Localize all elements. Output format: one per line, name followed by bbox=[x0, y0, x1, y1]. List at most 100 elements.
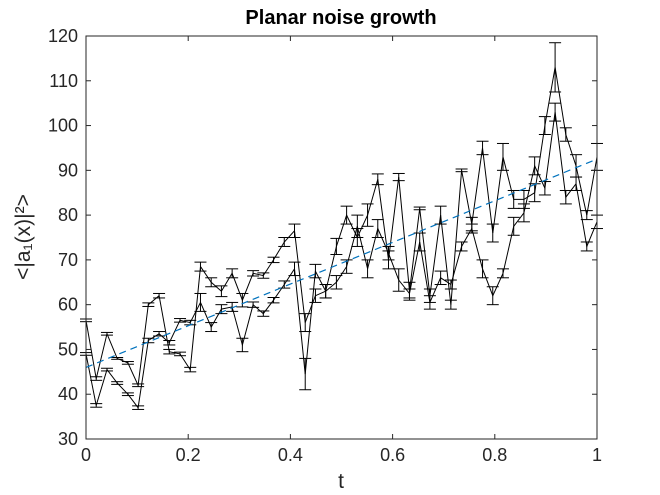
error-bar bbox=[528, 156, 541, 176]
chart-title: Planar noise growth bbox=[245, 7, 436, 29]
x-tick-label: 0.4 bbox=[278, 445, 303, 465]
error-bar bbox=[382, 245, 395, 261]
error-bar bbox=[444, 279, 457, 290]
error-bar bbox=[247, 301, 260, 308]
error-bar bbox=[340, 205, 353, 225]
error-bar bbox=[90, 376, 103, 381]
error-bar bbox=[465, 223, 478, 234]
error-bar bbox=[476, 259, 489, 279]
y-tick-label: 30 bbox=[58, 429, 78, 449]
error-bar bbox=[299, 357, 312, 391]
series-1 bbox=[80, 42, 603, 388]
error-bar bbox=[496, 268, 509, 279]
error-bar bbox=[309, 288, 322, 303]
y-tick-label: 120 bbox=[48, 26, 78, 46]
error-bar bbox=[236, 292, 249, 308]
error-bar bbox=[226, 301, 239, 312]
error-bar bbox=[100, 367, 113, 372]
error-bar bbox=[580, 210, 593, 221]
error-bar bbox=[371, 219, 384, 238]
error-bar bbox=[340, 259, 353, 274]
plot-area bbox=[80, 42, 603, 410]
error-bar bbox=[257, 272, 270, 279]
x-axis-label: t bbox=[338, 470, 344, 493]
error-bar bbox=[351, 214, 364, 238]
error-bar bbox=[434, 270, 447, 286]
error-bar bbox=[153, 331, 166, 337]
error-bar bbox=[194, 292, 207, 312]
error-bar bbox=[215, 285, 228, 298]
error-bar bbox=[278, 237, 291, 247]
error-bar bbox=[111, 381, 124, 385]
error-bar bbox=[111, 357, 124, 360]
error-bar bbox=[538, 181, 551, 196]
axis-ticks: 0 0.2 0.4 0.6 0.8 1 30 40 50 60 70 80 90 100 110 120 bbox=[48, 26, 602, 465]
x-tick-label: 0.8 bbox=[482, 445, 507, 465]
axes-box bbox=[85, 35, 598, 440]
error-bar bbox=[100, 331, 113, 336]
error-bar bbox=[559, 127, 572, 142]
x-tick-label: 0 bbox=[81, 445, 91, 465]
error-bar bbox=[121, 392, 134, 397]
series-line bbox=[85, 112, 598, 409]
error-bar bbox=[142, 337, 155, 344]
error-bar bbox=[580, 241, 593, 252]
error-bar bbox=[538, 116, 551, 136]
error-bar bbox=[153, 292, 166, 299]
error-bar bbox=[413, 206, 426, 211]
error-bar bbox=[257, 310, 270, 317]
error-bar bbox=[236, 337, 249, 353]
error-bar bbox=[319, 284, 332, 299]
error-bar bbox=[90, 403, 103, 408]
error-bar bbox=[392, 268, 405, 292]
error-bar bbox=[549, 42, 562, 93]
error-bar bbox=[330, 237, 343, 256]
y-tick-label: 50 bbox=[58, 339, 78, 359]
y-tick-label: 60 bbox=[58, 295, 78, 315]
error-bar bbox=[174, 318, 187, 323]
error-bar bbox=[507, 216, 520, 236]
error-bar bbox=[455, 241, 468, 252]
error-bar bbox=[371, 173, 384, 186]
error-bar bbox=[247, 270, 260, 277]
error-bar bbox=[361, 259, 374, 279]
y-tick-label: 110 bbox=[49, 71, 78, 91]
x-tick-label: 0.2 bbox=[176, 445, 201, 465]
error-bar bbox=[361, 203, 374, 227]
error-bar bbox=[423, 295, 436, 310]
error-bar bbox=[205, 277, 218, 288]
error-bar bbox=[392, 172, 405, 182]
y-tick-label: 80 bbox=[58, 205, 78, 225]
y-axis-label: <|a₁(x)|²> bbox=[12, 194, 35, 280]
error-bar bbox=[288, 223, 301, 238]
error-bar bbox=[267, 256, 280, 264]
error-bar bbox=[444, 299, 457, 310]
error-bar bbox=[455, 168, 468, 173]
series-3 bbox=[85, 158, 598, 368]
error-bar bbox=[559, 189, 572, 205]
error-bar bbox=[476, 140, 489, 156]
error-bar bbox=[226, 268, 239, 279]
y-tick-label: 100 bbox=[48, 116, 78, 136]
y-tick-label: 90 bbox=[58, 160, 78, 180]
error-bar bbox=[194, 261, 207, 272]
series-line bbox=[85, 67, 598, 388]
error-bar bbox=[403, 288, 416, 299]
y-tick-label: 40 bbox=[58, 384, 78, 404]
x-tick-label: 0.6 bbox=[380, 445, 405, 465]
error-bar bbox=[517, 203, 530, 223]
error-bar bbox=[267, 297, 280, 304]
error-bar bbox=[413, 232, 426, 252]
error-bar bbox=[174, 351, 187, 357]
error-bar bbox=[486, 286, 499, 306]
error-bar bbox=[121, 361, 134, 365]
error-bar bbox=[163, 348, 176, 355]
error-bar bbox=[163, 339, 176, 346]
error-bar bbox=[184, 366, 197, 373]
error-bar bbox=[549, 102, 562, 122]
error-bar bbox=[486, 223, 499, 243]
error-bar bbox=[288, 261, 301, 277]
y-tick-label: 70 bbox=[58, 250, 78, 270]
error-bar bbox=[142, 302, 155, 307]
